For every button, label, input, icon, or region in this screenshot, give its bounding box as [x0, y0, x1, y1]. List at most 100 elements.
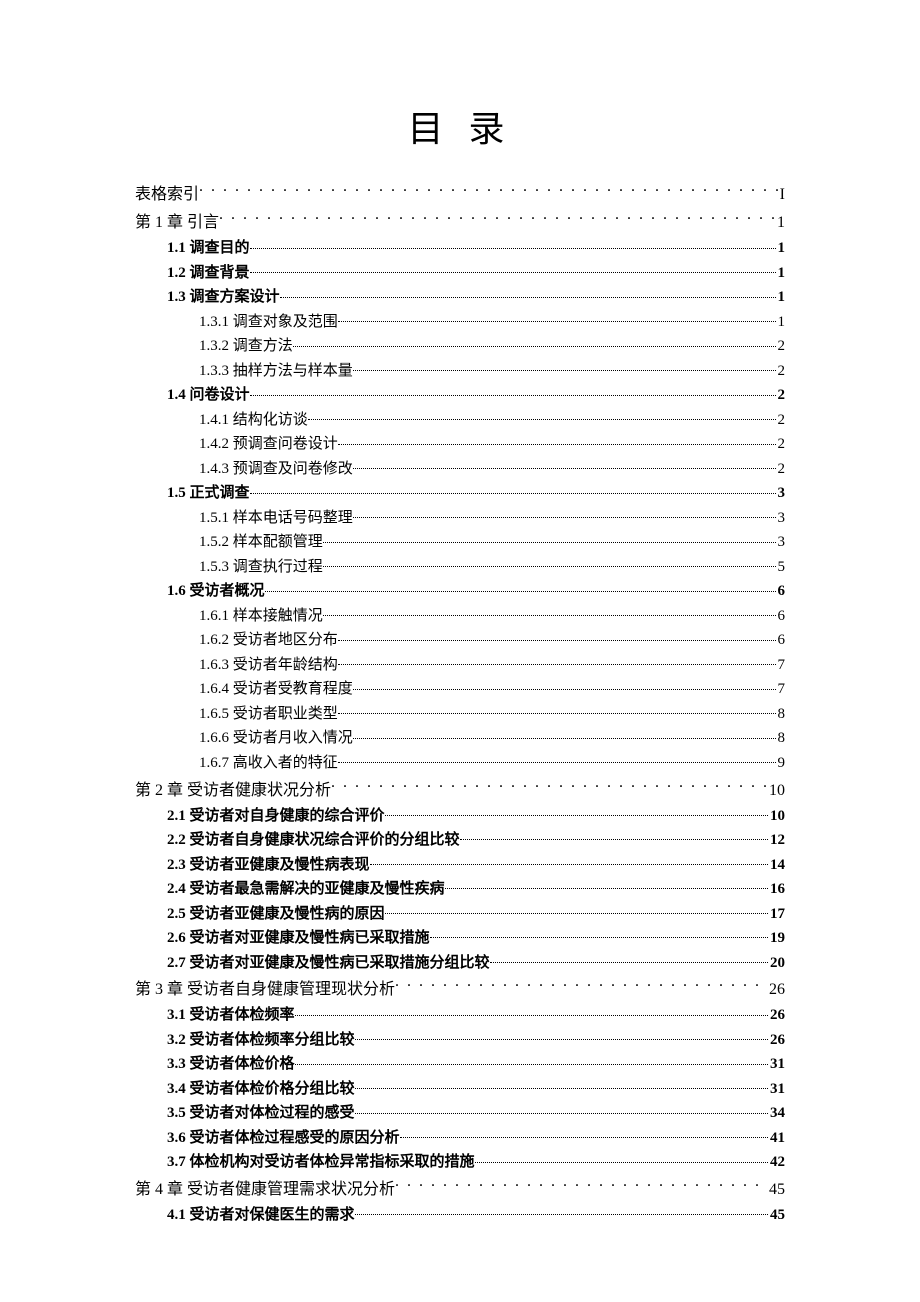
toc-entry: 3.1 受访者体检频率26 — [135, 1004, 785, 1027]
toc-entry: 第 4 章 受访者健康管理需求状况分析 45 — [135, 1175, 785, 1202]
toc-entry-page: 2 — [776, 384, 786, 407]
toc-entry-page: 9 — [776, 752, 786, 775]
toc-entry-page: 8 — [776, 703, 786, 726]
toc-entry: 1.6.5 受访者职业类型 8 — [135, 703, 785, 726]
toc-leader-dots — [265, 580, 776, 595]
toc-entry-page: 3 — [776, 531, 786, 554]
toc-entry-page: 10 — [768, 805, 785, 828]
toc-entry-label: 1.3.3 抽样方法与样本量 — [199, 360, 353, 383]
toc-leader-dots — [295, 1053, 768, 1068]
toc-leader-dots — [475, 1151, 768, 1166]
toc-leader-dots — [295, 1004, 768, 1019]
toc-entry: 2.5 受访者亚健康及慢性病的原因17 — [135, 903, 785, 926]
toc-leader-dots — [400, 1127, 768, 1142]
toc-entry-page: 26 — [768, 1004, 785, 1027]
toc-entry: 第 3 章 受访者自身健康管理现状分析26 — [135, 975, 785, 1002]
toc-entry-label: 3.3 受访者体检价格 — [167, 1053, 295, 1076]
toc-entry: 1.5 正式调查3 — [135, 482, 785, 505]
toc-entry: 2.7 受访者对亚健康及慢性病已采取措施分组比较20 — [135, 952, 785, 975]
toc-entry: 1.4.1 结构化访谈 2 — [135, 409, 785, 432]
toc-entry-page: 7 — [776, 654, 786, 677]
toc-list: 表格索引I第 1 章 引言11.1 调查目的11.2 调查背景11.3 调查方案… — [135, 180, 785, 1226]
toc-leader-dots — [250, 262, 776, 277]
toc-leader-dots — [338, 433, 776, 448]
toc-leader-dots — [219, 208, 775, 227]
toc-entry-label: 1.6.4 受访者受教育程度 — [199, 678, 353, 701]
toc-entry-page: 17 — [768, 903, 785, 926]
toc-leader-dots — [355, 1029, 768, 1044]
toc-entry-page: 45 — [767, 1178, 785, 1202]
toc-entry-page: 2 — [776, 458, 786, 481]
toc-entry-page: 3 — [776, 482, 786, 505]
toc-entry-label: 1.6 受访者概况 — [167, 580, 265, 603]
toc-entry-label: 4.1 受访者对保健医生的需求 — [167, 1204, 355, 1227]
toc-leader-dots — [323, 531, 776, 546]
toc-entry: 2.6 受访者对亚健康及慢性病已采取措施19 — [135, 927, 785, 950]
toc-entry-label: 2.3 受访者亚健康及慢性病表现 — [167, 854, 370, 877]
toc-entry-label: 1.3 调查方案设计 — [167, 286, 280, 309]
toc-entry: 1.2 调查背景1 — [135, 262, 785, 285]
toc-entry: 3.6 受访者体检过程感受的原因分析41 — [135, 1127, 785, 1150]
toc-entry-label: 1.4.3 预调查及问卷修改 — [199, 458, 353, 481]
toc-entry-label: 1.6.1 样本接触情况 — [199, 605, 323, 628]
toc-entry: 4.1 受访者对保健医生的需求 45 — [135, 1204, 785, 1227]
toc-entry-page: 16 — [768, 878, 785, 901]
toc-entry-label: 2.4 受访者最急需解决的亚健康及慢性疾病 — [167, 878, 445, 901]
toc-entry-page: 20 — [768, 952, 785, 975]
toc-entry-page: 19 — [768, 927, 785, 950]
toc-leader-dots — [331, 775, 767, 794]
toc-entry: 1.6.4 受访者受教育程度7 — [135, 678, 785, 701]
toc-entry-label: 1.6.6 受访者月收入情况 — [199, 727, 353, 750]
toc-leader-dots — [338, 703, 776, 718]
toc-leader-dots — [338, 311, 776, 326]
toc-entry: 2.2 受访者自身健康状况综合评价的分组比较12 — [135, 829, 785, 852]
toc-leader-dots — [338, 654, 776, 669]
toc-entry: 1.6.6 受访者月收入情况8 — [135, 727, 785, 750]
toc-leader-dots — [338, 752, 776, 767]
toc-entry-label: 2.1 受访者对自身健康的综合评价 — [167, 805, 385, 828]
toc-entry-label: 3.4 受访者体检价格分组比较 — [167, 1078, 355, 1101]
toc-entry-label: 1.4 问卷设计 — [167, 384, 250, 407]
toc-leader-dots — [293, 335, 776, 350]
toc-entry-label: 1.5.2 样本配额管理 — [199, 531, 323, 554]
toc-entry: 3.3 受访者体检价格31 — [135, 1053, 785, 1076]
toc-entry-label: 1.4.2 预调查问卷设计 — [199, 433, 338, 456]
toc-entry: 2.4 受访者最急需解决的亚健康及慢性疾病 16 — [135, 878, 785, 901]
toc-leader-dots — [355, 1102, 768, 1117]
toc-entry: 1.4.3 预调查及问卷修改 2 — [135, 458, 785, 481]
toc-leader-dots — [199, 180, 778, 199]
toc-entry-page: 14 — [768, 854, 785, 877]
toc-entry-page: 1 — [775, 211, 785, 235]
toc-entry-label: 1.2 调查背景 — [167, 262, 250, 285]
toc-entry-page: 10 — [767, 779, 785, 803]
toc-entry-page: 2 — [776, 409, 786, 432]
toc-entry: 1.3.1 调查对象及范围1 — [135, 311, 785, 334]
toc-leader-dots — [355, 1204, 768, 1219]
toc-entry-label: 第 1 章 引言 — [135, 211, 219, 235]
toc-leader-dots — [353, 678, 776, 693]
toc-leader-dots — [370, 854, 768, 869]
toc-entry: 1.6 受访者概况 6 — [135, 580, 785, 603]
toc-entry-page: 26 — [768, 1029, 785, 1052]
toc-entry-label: 1.4.1 结构化访谈 — [199, 409, 308, 432]
toc-leader-dots — [250, 384, 776, 399]
toc-leader-dots — [353, 458, 776, 473]
toc-leader-dots — [395, 1175, 767, 1194]
toc-leader-dots — [395, 975, 767, 994]
toc-entry-page: 5 — [776, 556, 786, 579]
toc-entry-page: 6 — [776, 580, 786, 603]
toc-entry: 3.4 受访者体检价格分组比较31 — [135, 1078, 785, 1101]
toc-entry-label: 1.6.2 受访者地区分布 — [199, 629, 338, 652]
toc-entry-page: 45 — [768, 1204, 785, 1227]
toc-leader-dots — [338, 629, 776, 644]
toc-entry-page: 3 — [776, 507, 786, 530]
toc-entry-label: 1.6.5 受访者职业类型 — [199, 703, 338, 726]
toc-entry: 3.2 受访者体检频率分组比较26 — [135, 1029, 785, 1052]
toc-entry-label: 3.7 体检机构对受访者体检异常指标采取的措施 — [167, 1151, 475, 1174]
toc-entry-page: I — [778, 183, 785, 207]
page-container: 目 录 表格索引I第 1 章 引言11.1 调查目的11.2 调查背景11.3 … — [0, 0, 920, 1286]
toc-leader-dots — [353, 360, 776, 375]
toc-entry-label: 第 3 章 受访者自身健康管理现状分析 — [135, 978, 395, 1002]
toc-entry-label: 第 4 章 受访者健康管理需求状况分析 — [135, 1178, 395, 1202]
toc-entry-page: 6 — [776, 629, 786, 652]
